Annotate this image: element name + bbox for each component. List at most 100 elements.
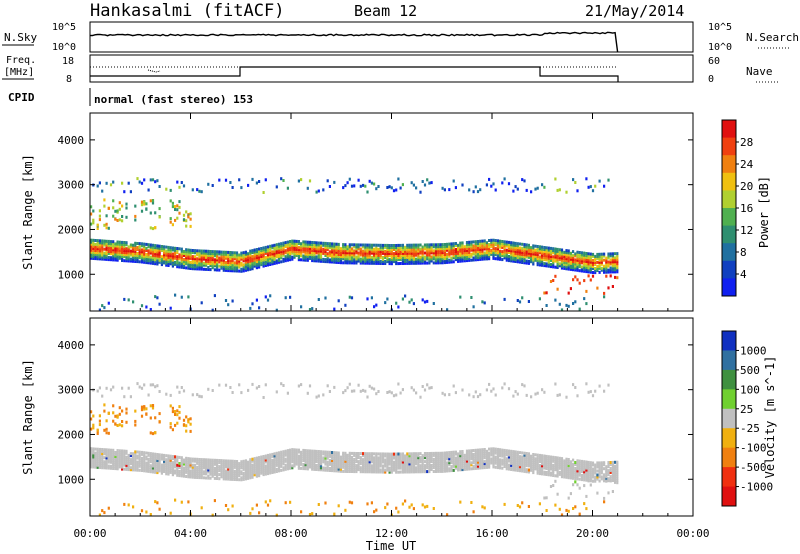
- power-cell: [477, 240, 479, 243]
- power-cell: [110, 183, 112, 186]
- velocity-cell: [329, 390, 331, 393]
- power-heatmap: [90, 177, 618, 312]
- velocity-cell: [570, 492, 572, 495]
- velocity-cell: [453, 385, 455, 388]
- velocity-cell: [170, 422, 172, 425]
- power-cell: [302, 240, 304, 243]
- velocity-cell: [227, 460, 229, 463]
- velocity-cell: [402, 388, 404, 391]
- power-cell: [428, 243, 430, 246]
- velocity-cell: [251, 383, 253, 386]
- power-cell: [327, 252, 329, 255]
- power-cell: [422, 246, 424, 249]
- power-cell: [583, 279, 585, 282]
- power-cell: [541, 183, 543, 186]
- velocity-cell: [386, 503, 388, 506]
- velocity-cell: [141, 408, 143, 411]
- velocity-cell: [552, 484, 554, 487]
- power-cell: [461, 241, 463, 244]
- power-cell: [258, 180, 260, 183]
- velocity-cell: [377, 390, 379, 393]
- velocity-cell: [470, 461, 472, 464]
- velocity-cell: [347, 454, 349, 457]
- velocity-cell: [103, 403, 105, 406]
- velocity-cell: [258, 511, 260, 514]
- power-cell: [400, 187, 402, 190]
- velocity-cell: [190, 430, 192, 433]
- velocity-cell: [534, 393, 536, 396]
- power-cell: [395, 302, 397, 305]
- power-cell: [245, 251, 247, 254]
- velocity-cell: [530, 455, 532, 458]
- power-cell: [579, 269, 581, 272]
- power-cell: [108, 256, 110, 259]
- power-cell: [185, 219, 187, 222]
- power-cell: [521, 296, 523, 299]
- velocity-cell: [136, 382, 138, 385]
- velocity-cell: [369, 452, 371, 455]
- power-cell: [119, 241, 121, 244]
- power-cell: [592, 271, 594, 274]
- power-cell: [543, 262, 545, 265]
- power-cell: [473, 244, 475, 247]
- power-cell: [194, 249, 196, 252]
- power-cell: [468, 188, 470, 191]
- power-cell: [528, 300, 530, 303]
- velocity-cell: [148, 458, 150, 461]
- power-cell: [322, 248, 324, 251]
- velocity-cell: [395, 394, 397, 397]
- power-cell: [510, 241, 512, 244]
- velocity-cell: [448, 393, 450, 396]
- power-cell: [101, 239, 103, 242]
- power-cell: [114, 210, 116, 213]
- power-cell: [426, 300, 428, 303]
- velocity-cell: [287, 392, 289, 395]
- power-cell: [563, 251, 565, 254]
- power-cell: [134, 215, 136, 218]
- velocity-panel: 1000200030004000 Slant Range [km] 100050…: [21, 318, 777, 517]
- power-cell: [139, 181, 141, 184]
- power-cell: [260, 247, 262, 250]
- power-cell: [238, 254, 240, 257]
- date-title: 21/May/2014: [585, 2, 684, 20]
- velocity-cell: [145, 452, 147, 455]
- velocity-cell: [351, 390, 353, 393]
- velocity-cell: [473, 510, 475, 513]
- power-cell: [402, 298, 404, 301]
- power-cell: [444, 243, 446, 246]
- power-cell: [285, 296, 287, 299]
- velocity-cell: [581, 474, 583, 477]
- power-cell: [557, 288, 559, 291]
- velocity-cell: [461, 389, 463, 392]
- power-cell: [318, 242, 320, 245]
- power-cell: [214, 258, 216, 261]
- power-cell: [106, 214, 108, 217]
- power-cell: [112, 215, 114, 218]
- power-cell: [101, 304, 103, 307]
- velocity-cell: [351, 452, 353, 455]
- velocity-cell: [404, 500, 406, 503]
- velocity-cell: [309, 384, 311, 387]
- velocity-cell: [444, 393, 446, 396]
- power-cell: [603, 265, 605, 268]
- power-cell: [486, 241, 488, 244]
- power-cell: [393, 189, 395, 192]
- power-cell: [477, 190, 479, 193]
- velocity-cell: [523, 384, 525, 387]
- velocity-cell: [347, 386, 349, 389]
- velocity-cell: [194, 464, 196, 467]
- velocity-cell: [459, 450, 461, 453]
- velocity-cell: [309, 449, 311, 452]
- velocity-cell: [176, 422, 178, 425]
- power-cell: [534, 245, 536, 248]
- power-cell: [559, 262, 561, 265]
- velocity-cell: [311, 450, 313, 453]
- velocity-cell: [439, 452, 441, 455]
- velocity-cell: [526, 394, 528, 397]
- power-cell: [176, 204, 178, 207]
- power-cell: [119, 201, 121, 204]
- power-cell: [198, 190, 200, 193]
- velocity-cell: [121, 420, 123, 423]
- power-cell: [114, 218, 116, 221]
- velocity-cell: [528, 469, 530, 472]
